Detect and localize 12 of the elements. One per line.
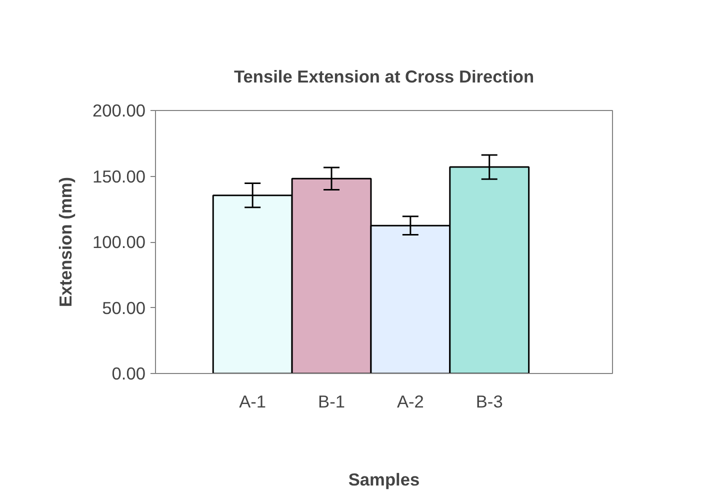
chart-title: Tensile Extension at Cross Direction (234, 66, 534, 86)
x-axis-title: Samples (348, 470, 420, 490)
y-tick-label: 0.00 (112, 364, 146, 384)
x-tick-label: A-1 (239, 392, 266, 412)
x-tick-label: A-2 (396, 392, 424, 412)
x-tick-label: B-1 (318, 392, 345, 412)
y-axis-title: Extension (mm) (56, 177, 76, 307)
y-tick-label: 50.00 (102, 298, 146, 318)
y-tick-label: 200.00 (92, 100, 146, 120)
y-tick-label: 100.00 (92, 232, 146, 252)
x-tick-label: B-3 (476, 392, 503, 412)
y-tick-label: 150.00 (92, 166, 146, 186)
